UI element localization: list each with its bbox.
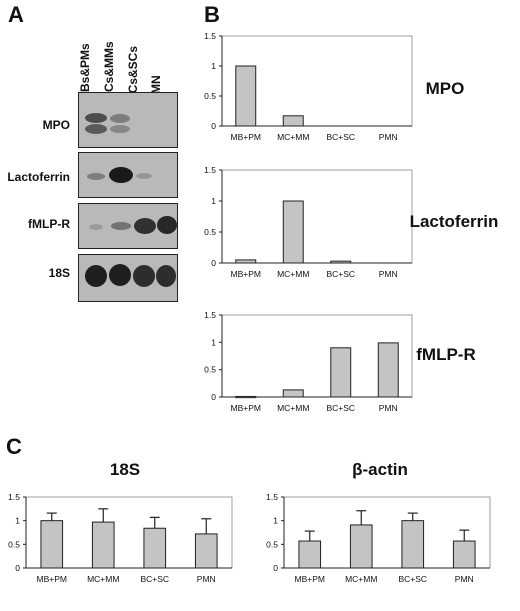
blot-band <box>136 173 152 179</box>
blot-strip-fmlpr <box>78 203 178 249</box>
y-tick-label: 0.5 <box>204 91 216 101</box>
chart-title: fMLP-R <box>416 345 475 364</box>
bar <box>349 524 373 569</box>
blot-row-label: 18S <box>48 266 70 280</box>
bar <box>282 389 304 398</box>
x-tick-label: PMN <box>455 574 474 584</box>
blot-band <box>89 224 103 230</box>
panel-label-a: A <box>8 2 24 27</box>
x-tick-label: BC+SC <box>326 403 355 413</box>
bar <box>330 260 352 264</box>
blot-band <box>156 265 176 287</box>
bar <box>401 520 425 569</box>
y-tick-label: 0.5 <box>8 539 20 549</box>
x-tick-label: MC+MM <box>87 574 119 584</box>
bar <box>235 65 257 127</box>
bar <box>377 342 399 398</box>
y-tick-label: 1.5 <box>8 492 20 502</box>
panel-label-c: C <box>6 434 22 459</box>
x-tick-label: MB+PM <box>231 403 261 413</box>
bar <box>40 520 64 569</box>
panel-label-b: B <box>204 2 220 27</box>
y-tick-label: 0.5 <box>204 365 216 375</box>
chart-title: β-actin <box>352 460 408 479</box>
x-tick-label: BC+SC <box>398 574 427 584</box>
x-tick-label: MC+MM <box>277 403 309 413</box>
blot-row-label: fMLP-R <box>28 217 70 231</box>
y-tick-label: 0 <box>211 258 216 268</box>
bar <box>194 533 218 569</box>
y-tick-label: 0 <box>211 392 216 402</box>
x-tick-label: MC+MM <box>345 574 377 584</box>
x-tick-label: MB+PM <box>231 269 261 279</box>
x-tick-label: BC+SC <box>326 132 355 142</box>
bar <box>235 395 257 399</box>
blot-row-label: MPO <box>42 118 70 132</box>
blot-band <box>109 167 133 183</box>
x-tick-label: MC+MM <box>277 269 309 279</box>
blot-row-label: Lactoferrin <box>7 170 70 184</box>
blot-band <box>85 113 107 123</box>
y-tick-label: 1 <box>211 196 216 206</box>
y-tick-label: 0.5 <box>266 539 278 549</box>
y-tick-label: 1 <box>273 516 278 526</box>
blot-band <box>109 264 131 286</box>
blot-strip-mpo <box>78 92 178 148</box>
chart-title: MPO <box>426 79 465 98</box>
chart-title: Lactoferrin <box>410 212 499 231</box>
blot-band <box>134 218 156 234</box>
y-tick-label: 0 <box>15 563 20 573</box>
blot-band <box>133 265 155 287</box>
blot-band <box>110 114 130 123</box>
x-tick-label: MB+PM <box>295 574 325 584</box>
y-tick-label: 1.5 <box>266 492 278 502</box>
bar <box>235 259 257 264</box>
blot-strip-18s <box>78 254 178 302</box>
y-tick-label: 0 <box>211 121 216 131</box>
y-tick-label: 0.5 <box>204 227 216 237</box>
blot-band <box>85 265 107 287</box>
y-tick-label: 1.5 <box>204 310 216 320</box>
blot-band <box>110 125 130 133</box>
bar <box>282 200 304 264</box>
blot-band <box>87 173 105 180</box>
y-tick-label: 0 <box>273 563 278 573</box>
y-tick-label: 1 <box>211 61 216 71</box>
bar <box>143 527 167 569</box>
y-tick-label: 1 <box>211 337 216 347</box>
x-tick-label: PMN <box>379 132 398 142</box>
blot-strip-lactoferrin <box>78 152 178 198</box>
x-tick-label: PMN <box>197 574 216 584</box>
y-tick-label: 1.5 <box>204 31 216 41</box>
bar <box>282 115 304 127</box>
x-tick-label: PMN <box>379 403 398 413</box>
bar <box>298 540 322 569</box>
blot-band <box>111 222 131 230</box>
x-tick-label: MB+PM <box>37 574 67 584</box>
blot-band <box>157 216 177 234</box>
bar <box>91 521 115 569</box>
chart-title: 18S <box>110 460 140 479</box>
blot-band <box>85 124 107 134</box>
x-tick-label: BC+SC <box>140 574 169 584</box>
bar <box>452 540 476 569</box>
bar <box>330 347 352 398</box>
chart-frame <box>221 169 413 264</box>
x-tick-label: BC+SC <box>326 269 355 279</box>
x-tick-label: MB+PM <box>231 132 261 142</box>
y-tick-label: 1 <box>15 516 20 526</box>
x-tick-label: PMN <box>379 269 398 279</box>
x-tick-label: MC+MM <box>277 132 309 142</box>
y-tick-label: 1.5 <box>204 165 216 175</box>
